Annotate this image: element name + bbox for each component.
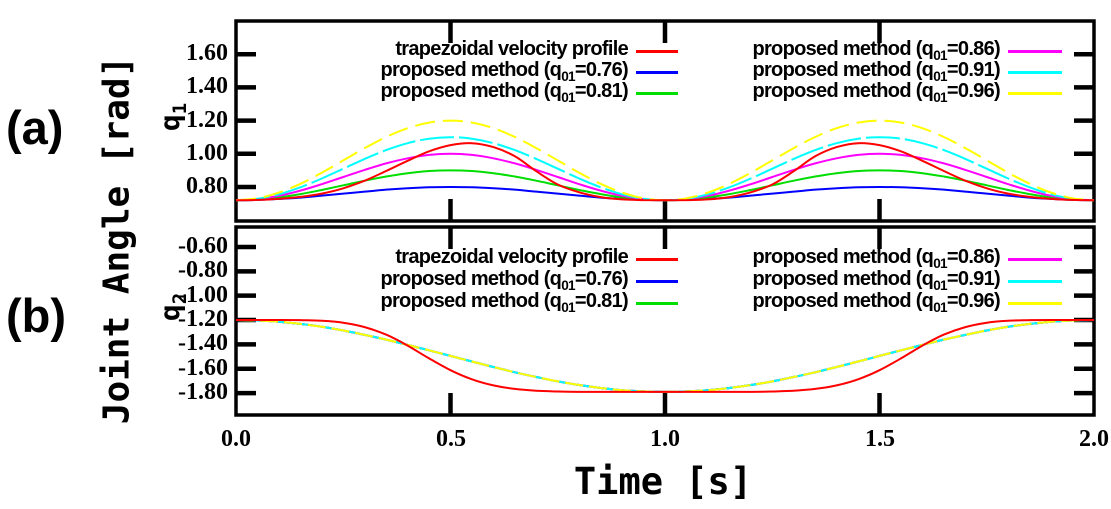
legend-item-label: proposed method (q01=0.86) bbox=[752, 38, 1000, 63]
legend-item-label: proposed method (q01=0.76) bbox=[380, 268, 628, 293]
xtick-label: 2.0 bbox=[1079, 426, 1109, 452]
ytick-label-b: -1.20 bbox=[178, 306, 228, 332]
xtick-label: 0.5 bbox=[436, 426, 466, 452]
legend-item-label: proposed method (q01=0.91) bbox=[752, 59, 1000, 84]
ytick-label-b: -1.60 bbox=[178, 355, 228, 381]
ytick-label-a: 0.80 bbox=[186, 173, 228, 199]
ytick-label-a: 1.60 bbox=[186, 40, 228, 66]
series-a-ffff00 bbox=[235, 119, 1095, 202]
series-b-ff0000 bbox=[235, 319, 1094, 393]
legend-swatch bbox=[1008, 71, 1062, 74]
xtick-label: 1.5 bbox=[865, 426, 895, 452]
series-b-00dd00 bbox=[235, 319, 1095, 393]
legend-swatch bbox=[636, 71, 678, 74]
series-a-ff0000 bbox=[235, 142, 1095, 202]
series-b-ff00ff bbox=[235, 319, 1095, 393]
panel-b-tag: (b) bbox=[6, 289, 67, 342]
series-b-ffff00 bbox=[235, 319, 1095, 393]
legend-item-label: proposed method (q01=0.96) bbox=[752, 80, 1000, 105]
ytick-label-b: -0.80 bbox=[178, 257, 228, 283]
ytick-label-b: -1.00 bbox=[178, 282, 228, 308]
series-a-00dd00 bbox=[235, 169, 1095, 202]
legend-swatch bbox=[636, 258, 678, 261]
legend-swatch bbox=[636, 50, 678, 53]
legend-item-label: trapezoidal velocity profile bbox=[395, 38, 628, 60]
legend-swatch bbox=[636, 92, 678, 95]
legend-swatch bbox=[1008, 92, 1062, 95]
legend-item-label: trapezoidal velocity profile bbox=[395, 246, 628, 268]
ytick-label-b: -1.80 bbox=[178, 379, 228, 405]
legend-swatch bbox=[636, 280, 678, 283]
legend-item-label: proposed method (q01=0.86) bbox=[752, 246, 1000, 271]
legend-item-label: proposed method (q01=0.91) bbox=[752, 268, 1000, 293]
ytick-label-a: 1.20 bbox=[186, 107, 228, 133]
legend-swatch bbox=[636, 302, 678, 305]
x-axis-label: Time [s] bbox=[573, 460, 753, 503]
legend-item-label: proposed method (q01=0.81) bbox=[380, 80, 628, 105]
series-a-0000ff bbox=[235, 185, 1095, 202]
legend-swatch bbox=[1008, 50, 1062, 53]
series-a-ff00ff bbox=[235, 152, 1095, 202]
legend-item-label: proposed method (q01=0.96) bbox=[752, 290, 1000, 315]
ytick-label-b: -1.40 bbox=[178, 330, 228, 356]
legend-item-label: proposed method (q01=0.76) bbox=[380, 59, 628, 84]
series-b-0000ff bbox=[235, 319, 1095, 393]
ytick-label-a: 1.00 bbox=[186, 140, 228, 166]
panel-a-tag: (a) bbox=[6, 101, 64, 154]
ytick-label-a: 1.40 bbox=[186, 73, 228, 99]
series-b-00ffff bbox=[235, 319, 1095, 393]
ytick-label-b: -0.60 bbox=[178, 233, 228, 259]
legend-item-label: proposed method (q01=0.81) bbox=[380, 290, 628, 315]
xtick-label: 0.0 bbox=[221, 426, 251, 452]
xtick-label: 1.0 bbox=[650, 426, 680, 452]
legend-swatch bbox=[1008, 280, 1062, 283]
legend-swatch bbox=[1008, 258, 1062, 261]
legend-swatch bbox=[1008, 302, 1062, 305]
